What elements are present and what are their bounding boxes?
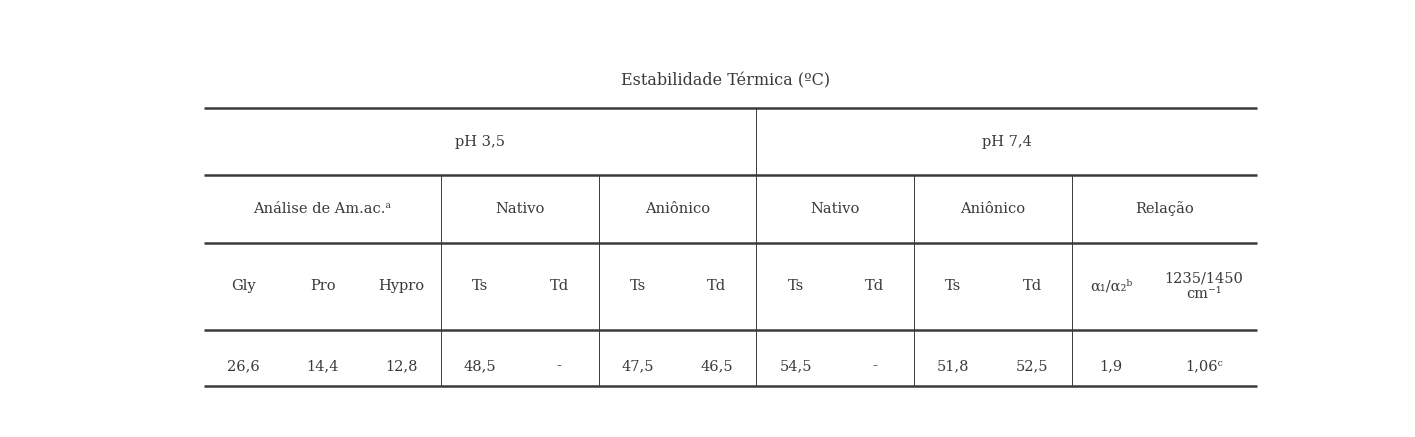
Text: Td: Td [865,279,884,293]
Text: 54,5: 54,5 [780,359,812,373]
Text: 1235/1450
cm⁻¹: 1235/1450 cm⁻¹ [1165,271,1244,302]
Text: 1,06ᶜ: 1,06ᶜ [1184,359,1223,373]
Text: Aniônico: Aniônico [961,202,1026,216]
Text: Ts: Ts [788,279,804,293]
Text: α₁/α₂ᵇ: α₁/α₂ᵇ [1090,279,1132,293]
Text: Aniônico: Aniônico [645,202,710,216]
Text: 12,8: 12,8 [385,359,417,373]
Text: Ts: Ts [630,279,647,293]
Text: Td: Td [1023,279,1041,293]
Text: Ts: Ts [473,279,488,293]
Text: Estabilidade Térmica (ºC): Estabilidade Térmica (ºC) [621,73,829,90]
Text: Td: Td [549,279,569,293]
Text: 14,4: 14,4 [307,359,338,373]
Text: Nativo: Nativo [811,202,860,216]
Text: 46,5: 46,5 [700,359,733,373]
Text: Hypro: Hypro [378,279,424,293]
Text: 47,5: 47,5 [621,359,654,373]
Text: Nativo: Nativo [495,202,545,216]
Text: Relação: Relação [1135,201,1194,216]
Text: Ts: Ts [945,279,962,293]
Text: 48,5: 48,5 [464,359,497,373]
Text: -: - [556,359,562,373]
Text: Análise de Am.ac.ᵃ: Análise de Am.ac.ᵃ [253,202,392,216]
Text: 26,6: 26,6 [228,359,260,373]
Text: Td: Td [708,279,726,293]
Text: Pro: Pro [310,279,335,293]
Text: Gly: Gly [232,279,256,293]
Text: 1,9: 1,9 [1099,359,1122,373]
Text: pH 3,5: pH 3,5 [456,135,505,149]
Text: 52,5: 52,5 [1016,359,1049,373]
Text: 51,8: 51,8 [937,359,969,373]
Text: -: - [872,359,877,373]
Text: pH 7,4: pH 7,4 [982,135,1032,149]
